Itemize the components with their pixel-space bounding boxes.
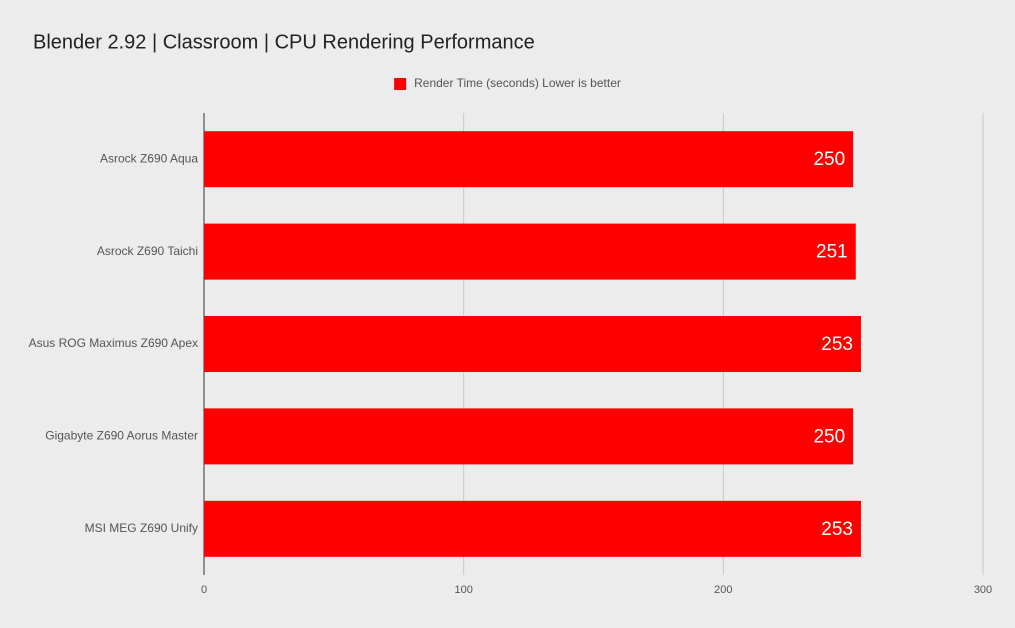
data-label: 251 [816, 242, 848, 263]
x-tick-label: 200 [714, 584, 732, 596]
legend-swatch [394, 78, 407, 90]
y-tick-label: Asrock Z690 Aqua [100, 151, 198, 165]
chart-title: Blender 2.92 | Classroom | CPU Rendering… [33, 31, 535, 53]
bar [204, 500, 861, 557]
x-tick-label: 0 [201, 584, 207, 596]
data-label: 253 [821, 519, 853, 540]
bar [204, 316, 861, 372]
y-tick-label: Asrock Z690 Taichi [97, 244, 198, 258]
y-tick-label: MSI MEG Z690 Unify [85, 521, 198, 535]
data-label: 250 [813, 426, 845, 447]
data-label: 253 [821, 334, 853, 355]
x-tick-label: 300 [974, 584, 992, 596]
x-tick-label: 100 [454, 584, 472, 596]
bar [204, 408, 854, 465]
bar [204, 223, 856, 280]
y-tick-label: Gigabyte Z690 Aorus Master [45, 429, 198, 443]
bar [204, 131, 854, 188]
legend-label: Render Time (seconds) Lower is better [414, 76, 621, 90]
data-label: 250 [813, 149, 845, 170]
y-tick-label: Asus ROG Maximus Z690 Apex [29, 336, 198, 350]
